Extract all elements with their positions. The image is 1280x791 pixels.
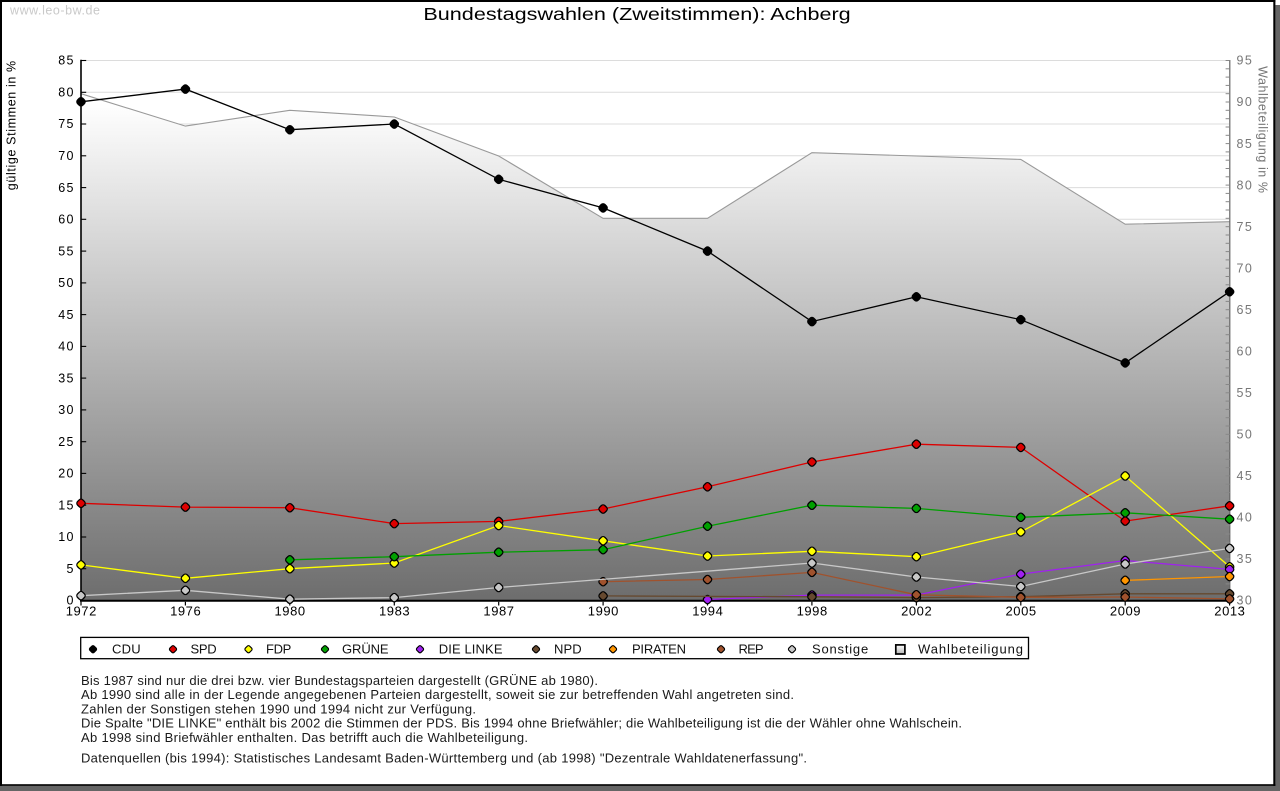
svg-text:35: 35 xyxy=(1237,552,1252,566)
svg-text:0: 0 xyxy=(67,594,74,608)
svg-text:1998: 1998 xyxy=(797,603,828,618)
svg-text:www.leo-bw.de: www.leo-bw.de xyxy=(9,4,100,18)
svg-text:CDU: CDU xyxy=(112,642,141,657)
svg-text:40: 40 xyxy=(58,340,73,354)
svg-text:1983: 1983 xyxy=(379,603,410,618)
svg-text:NPD: NPD xyxy=(554,642,582,657)
svg-text:SPD: SPD xyxy=(191,642,217,657)
svg-text:Bis 1987 sind nur die drei bzw: Bis 1987 sind nur die drei bzw. vier Bun… xyxy=(81,673,598,688)
svg-text:60: 60 xyxy=(58,213,73,227)
svg-text:2005: 2005 xyxy=(1006,603,1037,618)
svg-text:2002: 2002 xyxy=(901,603,932,618)
svg-text:65: 65 xyxy=(58,181,73,195)
svg-text:70: 70 xyxy=(1237,261,1252,275)
svg-text:Die Spalte "DIE LINKE" enthält: Die Spalte "DIE LINKE" enthält bis 2002 … xyxy=(81,716,962,731)
svg-text:60: 60 xyxy=(1237,345,1252,359)
svg-text:Sonstige: Sonstige xyxy=(812,642,868,657)
svg-text:65: 65 xyxy=(1237,303,1252,317)
svg-text:Ab 1998 sind Briefwähler entha: Ab 1998 sind Briefwähler enthalten. Das … xyxy=(81,730,528,745)
svg-text:15: 15 xyxy=(58,498,73,512)
svg-text:25: 25 xyxy=(58,435,73,449)
svg-text:95: 95 xyxy=(1237,54,1252,68)
svg-text:45: 45 xyxy=(1237,469,1252,483)
svg-text:2013: 2013 xyxy=(1214,603,1245,618)
svg-text:30: 30 xyxy=(58,403,73,417)
svg-text:Wahlbeteiligung: Wahlbeteiligung xyxy=(918,642,1023,657)
svg-text:90: 90 xyxy=(1237,95,1252,109)
svg-text:85: 85 xyxy=(58,54,73,68)
svg-text:FDP: FDP xyxy=(266,642,291,657)
svg-text:5: 5 xyxy=(67,562,74,576)
svg-text:20: 20 xyxy=(58,467,73,481)
svg-text:30: 30 xyxy=(1237,594,1252,608)
svg-text:1972: 1972 xyxy=(66,603,97,618)
svg-text:GRÜNE: GRÜNE xyxy=(342,642,389,657)
svg-text:45: 45 xyxy=(58,308,73,322)
svg-text:85: 85 xyxy=(1237,137,1252,151)
svg-text:Bundestagswahlen (Zweitstimmen: Bundestagswahlen (Zweitstimmen): Achberg xyxy=(423,4,850,24)
svg-text:Datenquellen (bis 1994): Stati: Datenquellen (bis 1994): Statistisches L… xyxy=(81,750,807,765)
svg-text:55: 55 xyxy=(58,244,73,258)
svg-text:Zahlen der Sonstigen stehen 19: Zahlen der Sonstigen stehen 1990 und 199… xyxy=(81,701,476,716)
svg-text:PIRATEN: PIRATEN xyxy=(632,642,686,657)
svg-text:55: 55 xyxy=(1237,386,1252,400)
svg-text:gültige Stimmen in %: gültige Stimmen in % xyxy=(5,61,19,190)
svg-text:DIE LINKE: DIE LINKE xyxy=(439,642,503,657)
svg-text:Wahlbeteiligung in %: Wahlbeteiligung in % xyxy=(1256,66,1270,193)
svg-text:75: 75 xyxy=(58,117,73,131)
svg-text:Ab 1990 sind alle in der Legen: Ab 1990 sind alle in der Legende angegeb… xyxy=(81,687,794,702)
svg-text:70: 70 xyxy=(58,149,73,163)
svg-text:2009: 2009 xyxy=(1110,603,1141,618)
svg-text:1994: 1994 xyxy=(692,603,723,618)
svg-text:REP: REP xyxy=(739,642,764,657)
svg-text:1976: 1976 xyxy=(170,603,201,618)
svg-text:40: 40 xyxy=(1237,511,1252,525)
svg-text:1980: 1980 xyxy=(275,603,306,618)
svg-text:1990: 1990 xyxy=(588,603,619,618)
svg-text:10: 10 xyxy=(58,530,73,544)
svg-text:50: 50 xyxy=(58,276,73,290)
svg-text:80: 80 xyxy=(58,86,73,100)
svg-text:80: 80 xyxy=(1237,178,1252,192)
svg-text:1987: 1987 xyxy=(483,603,514,618)
svg-text:35: 35 xyxy=(58,371,73,385)
svg-text:50: 50 xyxy=(1237,428,1252,442)
svg-text:75: 75 xyxy=(1237,220,1252,234)
